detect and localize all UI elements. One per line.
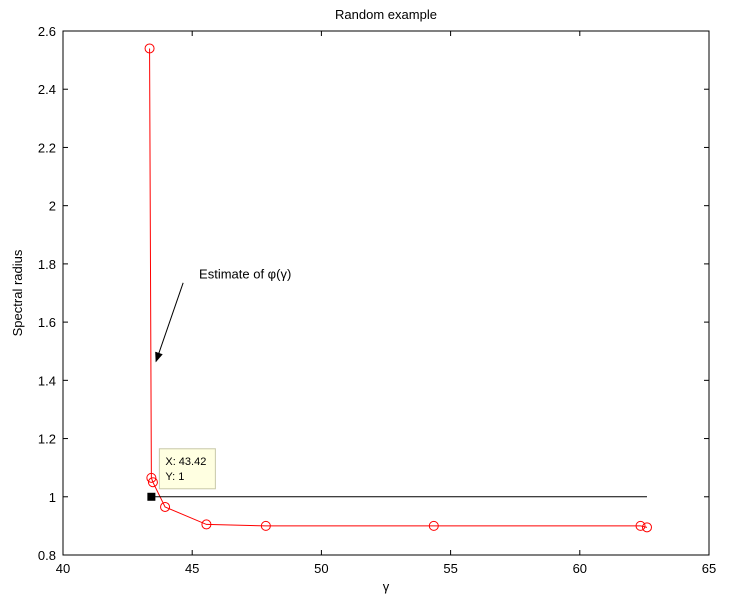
y-tick-label: 1.6 <box>38 315 56 330</box>
data-point <box>428 520 439 531</box>
y-tick-label: 0.8 <box>38 548 56 563</box>
plot-title: Random example <box>335 7 437 22</box>
y-tick-label: 2.2 <box>38 140 56 155</box>
data-point <box>635 520 646 531</box>
x-tick-label: 65 <box>702 561 716 576</box>
data-point <box>146 472 157 483</box>
y-tick-label: 1.8 <box>38 257 56 272</box>
data-point <box>201 519 212 530</box>
datatip-x-text: X: 43.42 <box>165 456 206 468</box>
y-tick-label: 1 <box>49 490 56 505</box>
data-point <box>260 520 271 531</box>
y-tick-label: 2.6 <box>38 24 56 39</box>
annotation-text: Estimate of φ(γ) <box>199 266 291 281</box>
series-line <box>149 48 648 528</box>
x-tick-label: 60 <box>573 561 587 576</box>
y-tick-label: 1.2 <box>38 432 56 447</box>
y-tick-label: 2.4 <box>38 82 56 97</box>
x-tick-label: 45 <box>185 561 199 576</box>
x-tick-label: 40 <box>56 561 70 576</box>
y-axis-title: Spectral radius <box>10 249 25 336</box>
datatip-marker[interactable] <box>147 492 156 501</box>
y-tick-label: 1.4 <box>38 373 56 388</box>
datatip-y-text: Y: 1 <box>165 471 184 483</box>
data-point <box>144 43 155 54</box>
y-tick-label: 2 <box>49 199 56 214</box>
data-point <box>641 522 652 533</box>
x-tick-label: 50 <box>314 561 328 576</box>
data-point <box>147 477 158 488</box>
datatip-box[interactable] <box>158 448 216 490</box>
x-axis-title: γ <box>383 579 390 594</box>
annotation-arrow <box>155 282 184 363</box>
plot-frame <box>62 30 710 556</box>
data-point <box>160 501 171 512</box>
x-tick-label: 55 <box>443 561 457 576</box>
